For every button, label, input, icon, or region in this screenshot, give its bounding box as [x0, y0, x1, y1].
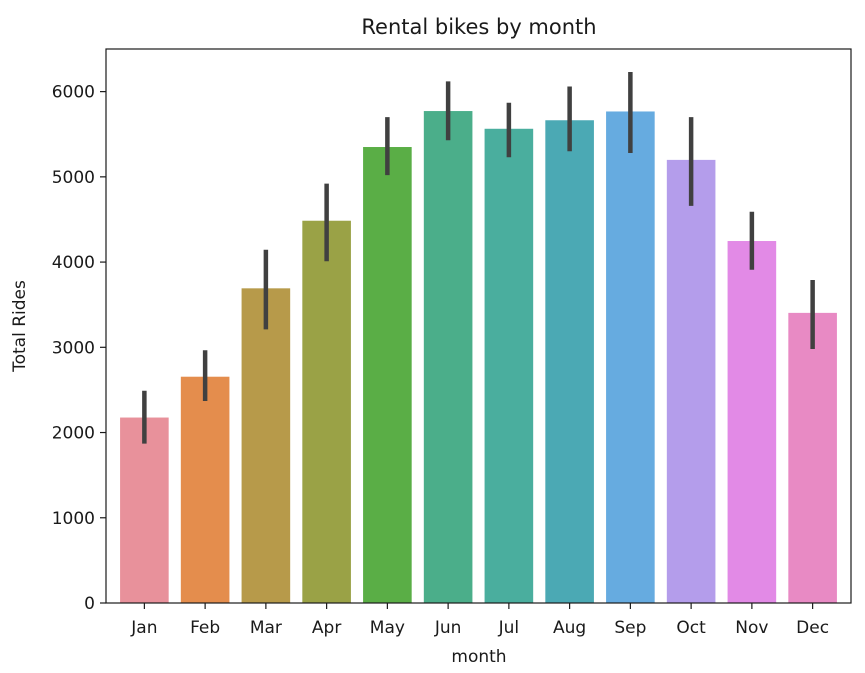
x-tick-label: Dec	[796, 618, 829, 638]
bar-aug	[545, 120, 594, 603]
x-tick-label: Aug	[553, 618, 586, 638]
x-tick-label: Apr	[312, 618, 341, 638]
x-tick-label: Feb	[190, 618, 220, 638]
y-tick-label: 2000	[52, 424, 95, 444]
x-tick-label: Jan	[130, 618, 157, 638]
x-axis: Jan Feb Mar Apr May Jun Jul Aug Sep Oct Nov Dec	[130, 603, 829, 638]
y-tick-label: 6000	[52, 83, 95, 103]
bar-may	[363, 147, 412, 603]
y-tick-label: 5000	[52, 168, 95, 188]
bar-dec	[788, 312, 837, 603]
bar-feb	[180, 376, 230, 603]
x-tick-label: Jun	[434, 618, 462, 638]
x-tick-label: Mar	[250, 618, 282, 638]
x-axis-label: month	[451, 647, 506, 667]
x-tick-label: Oct	[676, 618, 706, 638]
x-tick-label: Nov	[735, 618, 768, 638]
bars-layer	[120, 111, 837, 604]
bar-jul	[484, 128, 534, 603]
bar-apr	[302, 220, 351, 604]
bar-jan	[120, 417, 169, 603]
bar-nov	[727, 241, 777, 604]
x-tick-label: Sep	[614, 618, 646, 638]
y-tick-label: 3000	[52, 338, 95, 358]
bar-mar	[241, 288, 291, 603]
plot-frame	[105, 48, 852, 604]
y-tick-label: 4000	[52, 253, 95, 273]
bar-sep	[606, 111, 655, 603]
y-axis: 0 1000 2000 3000 4000 5000 6000	[52, 83, 106, 614]
error-bars-layer	[142, 72, 815, 444]
y-tick-label: 0	[84, 594, 95, 614]
chart-title: Rental bikes by month	[361, 15, 596, 39]
x-tick-label: May	[370, 618, 405, 638]
bar-oct	[666, 159, 716, 603]
bar-jun	[423, 111, 473, 603]
x-tick-label: Jul	[498, 618, 520, 638]
y-axis-label: Total Rides	[10, 280, 30, 373]
y-tick-label: 1000	[52, 509, 95, 529]
